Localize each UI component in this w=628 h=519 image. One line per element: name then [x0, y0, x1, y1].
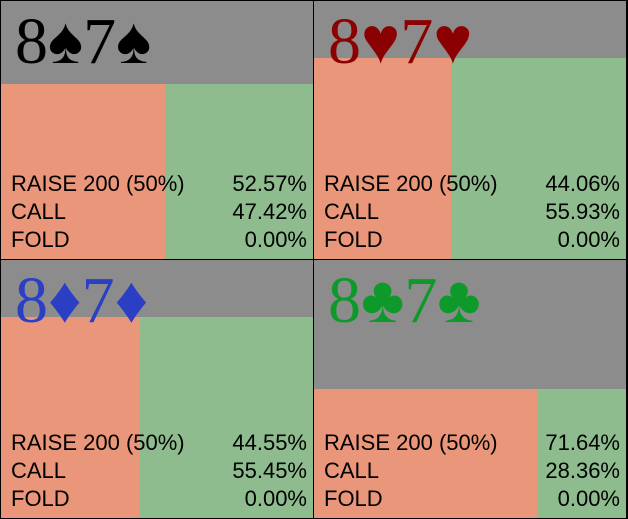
call-bar	[537, 389, 626, 518]
action-label: CALL	[324, 199, 380, 224]
action-value: 0.00%	[557, 227, 620, 252]
action-value: 55.45%	[232, 458, 307, 483]
action-row: FOLD 0.00%	[11, 226, 307, 254]
action-row: RAISE 200 (50%) 52.57%	[11, 170, 307, 198]
action-label: FOLD	[11, 227, 70, 252]
action-value: 44.55%	[232, 430, 307, 455]
call-bar	[165, 83, 313, 259]
action-row: CALL 55.45%	[11, 457, 307, 485]
hand-cell: 8♠7♠ RAISE 200 (50%) 52.57% CALL 47.42% FOLD 0…	[1, 1, 313, 259]
action-value: 0.00%	[244, 227, 307, 252]
action-label: RAISE 200 (50%)	[11, 430, 185, 455]
action-row: FOLD 0.00%	[324, 226, 620, 254]
action-label: RAISE 200 (50%)	[11, 171, 185, 196]
raise-bar	[1, 83, 166, 259]
action-value: 55.93%	[545, 199, 620, 224]
hand-label: 8♣7♣	[328, 264, 481, 337]
action-label: RAISE 200 (50%)	[324, 430, 498, 455]
action-row: FOLD 0.00%	[324, 485, 620, 513]
action-value: 0.00%	[557, 486, 620, 511]
action-value: 44.06%	[545, 171, 620, 196]
action-label: FOLD	[324, 227, 383, 252]
raise-bar	[314, 389, 538, 518]
hand-label: 8♥7♥	[328, 5, 473, 78]
action-value: 0.00%	[244, 486, 307, 511]
action-label: CALL	[11, 199, 67, 224]
raise-bar	[1, 316, 140, 518]
call-bar	[139, 316, 313, 518]
action-row: FOLD 0.00%	[11, 485, 307, 513]
action-row: RAISE 200 (50%) 44.55%	[11, 429, 307, 457]
action-label: FOLD	[324, 486, 383, 511]
action-value: 47.42%	[232, 199, 307, 224]
call-bar	[451, 57, 626, 259]
hand-cell: 8♦7♦ RAISE 200 (50%) 44.55% CALL 55.45% FOLD 0…	[1, 260, 313, 518]
action-value: 28.36%	[545, 458, 620, 483]
action-value: 52.57%	[232, 171, 307, 196]
hand-label: 8♦7♦	[15, 264, 149, 337]
action-label: FOLD	[11, 486, 70, 511]
raise-bar	[314, 57, 452, 259]
action-value: 71.64%	[545, 430, 620, 455]
action-label: CALL	[324, 458, 380, 483]
action-label: RAISE 200 (50%)	[324, 171, 498, 196]
hand-cell: 8♥7♥ RAISE 200 (50%) 44.06% CALL 55.93% FOLD 0…	[314, 1, 626, 259]
action-row: RAISE 200 (50%) 71.64%	[324, 429, 620, 457]
action-label: CALL	[11, 458, 67, 483]
action-row: CALL 28.36%	[324, 457, 620, 485]
action-row: RAISE 200 (50%) 44.06%	[324, 170, 620, 198]
action-row: CALL 55.93%	[324, 198, 620, 226]
hand-cell: 8♣7♣ RAISE 200 (50%) 71.64% CALL 28.36% FOLD 0…	[314, 260, 626, 518]
action-row: CALL 47.42%	[11, 198, 307, 226]
hand-label: 8♠7♠	[15, 5, 152, 78]
